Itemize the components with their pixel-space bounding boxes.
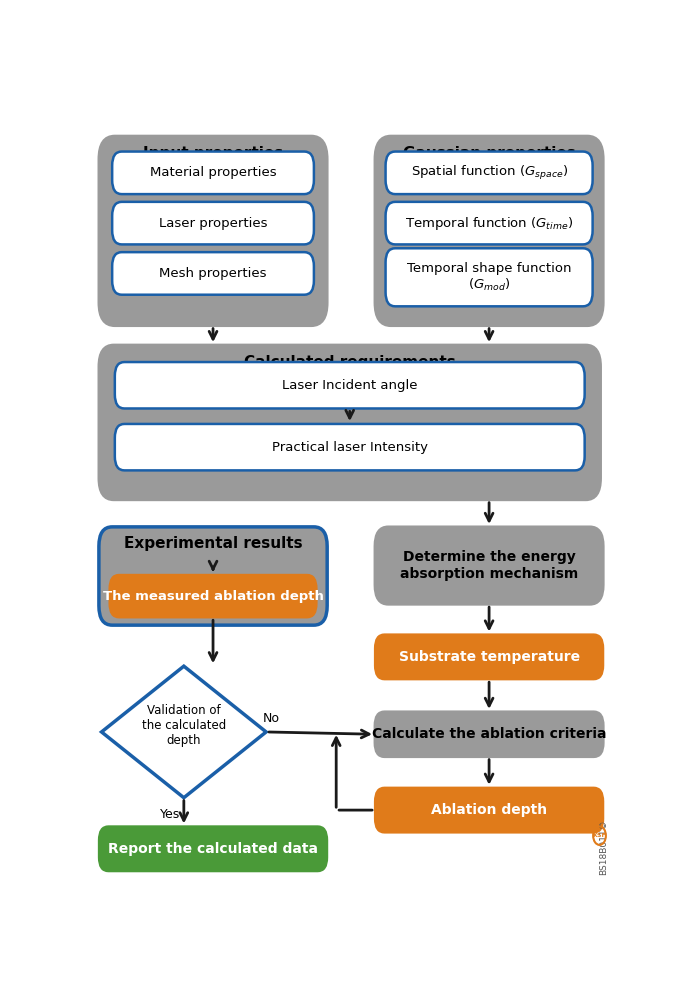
FancyBboxPatch shape (386, 152, 593, 194)
FancyBboxPatch shape (375, 634, 603, 679)
Text: Determine the energy
absorption mechanism: Determine the energy absorption mechanis… (400, 551, 578, 581)
Text: Laser Incident angle: Laser Incident angle (282, 379, 417, 392)
Text: Practical laser Intensity: Practical laser Intensity (272, 440, 427, 453)
FancyBboxPatch shape (112, 252, 314, 294)
FancyBboxPatch shape (115, 362, 585, 408)
FancyBboxPatch shape (386, 248, 593, 307)
Text: Ablation depth: Ablation depth (431, 803, 547, 817)
Text: Laser properties: Laser properties (159, 217, 267, 229)
Text: Substrate temperature: Substrate temperature (399, 650, 580, 664)
Text: Material properties: Material properties (150, 167, 276, 179)
Text: Yes: Yes (160, 808, 181, 821)
Text: KSF: KSF (593, 833, 606, 838)
Text: BS18B011©: BS18B011© (599, 819, 608, 875)
FancyBboxPatch shape (115, 424, 585, 470)
FancyBboxPatch shape (99, 527, 327, 625)
FancyBboxPatch shape (99, 826, 327, 871)
Text: Experimental results: Experimental results (124, 537, 302, 552)
FancyBboxPatch shape (375, 136, 603, 326)
FancyBboxPatch shape (386, 202, 593, 244)
FancyBboxPatch shape (375, 712, 603, 757)
Text: Validation of
the calculated
depth: Validation of the calculated depth (142, 705, 226, 748)
FancyBboxPatch shape (99, 136, 327, 326)
FancyBboxPatch shape (375, 788, 603, 832)
Text: Input properties: Input properties (143, 146, 283, 161)
Text: Spatial function ($G_{space}$): Spatial function ($G_{space}$) (410, 164, 568, 182)
Text: The measured ablation depth: The measured ablation depth (103, 590, 323, 603)
Text: Gaussian properties: Gaussian properties (403, 146, 575, 161)
Text: Temporal shape function
($G_{mod}$): Temporal shape function ($G_{mod}$) (407, 261, 571, 293)
FancyBboxPatch shape (112, 202, 314, 244)
FancyBboxPatch shape (110, 575, 316, 617)
FancyBboxPatch shape (375, 527, 603, 604)
Text: Report the calculated data: Report the calculated data (108, 842, 318, 856)
Text: Temporal function ($G_{time}$): Temporal function ($G_{time}$) (405, 215, 573, 231)
Text: Calculate the ablation criteria: Calculate the ablation criteria (372, 728, 606, 742)
Polygon shape (101, 666, 266, 798)
Text: No: No (263, 712, 280, 725)
Text: Mesh properties: Mesh properties (160, 267, 266, 280)
Text: Calculated requirements: Calculated requirements (244, 355, 456, 370)
FancyBboxPatch shape (112, 152, 314, 194)
FancyBboxPatch shape (99, 345, 601, 499)
